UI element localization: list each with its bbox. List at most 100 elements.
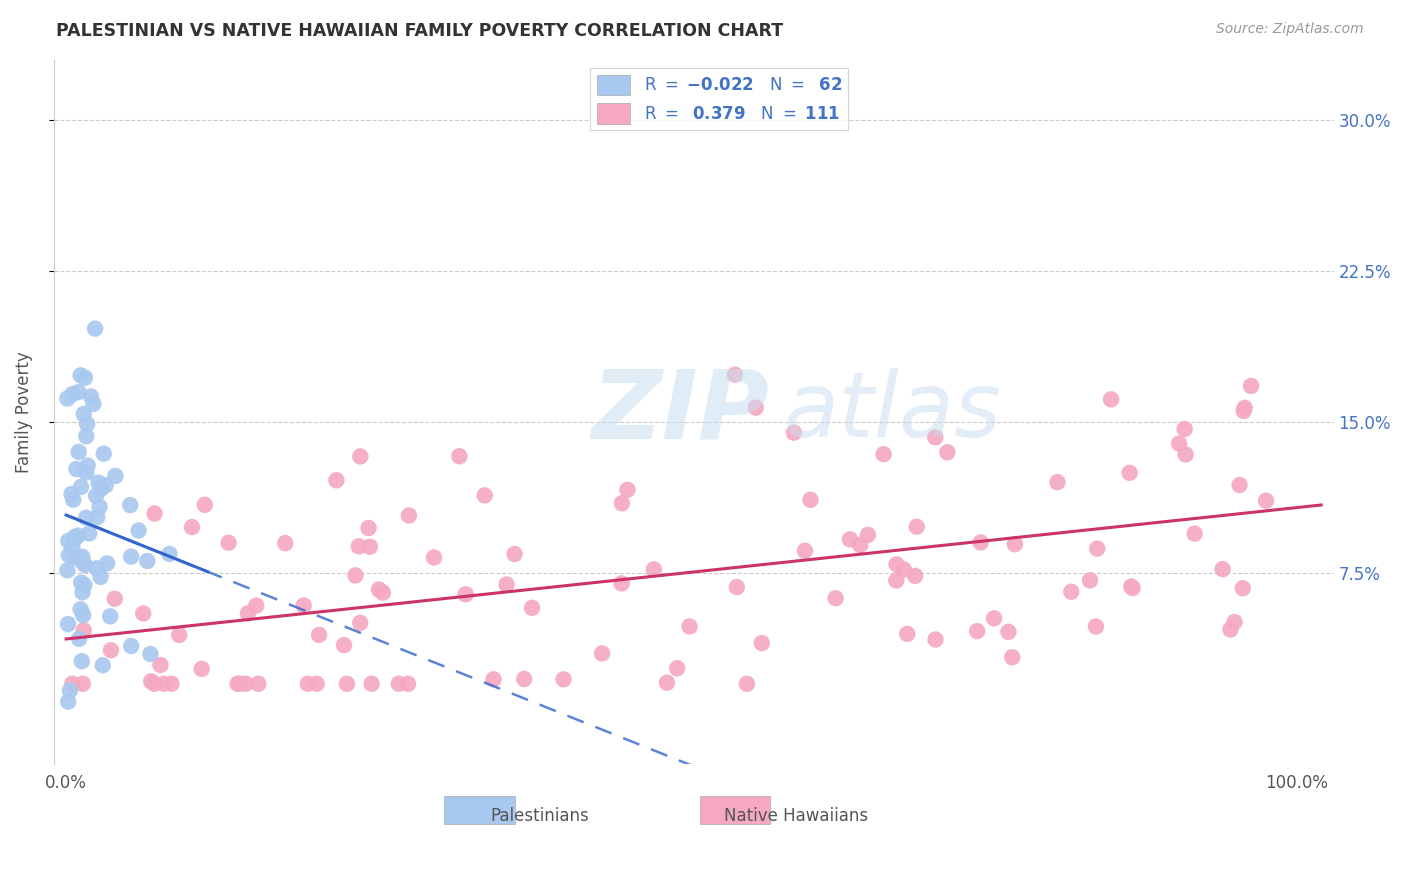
Point [76, 458, 98, 473]
Point [194, 498, 217, 512]
Point [60, 487, 83, 501]
Point [65, 550, 87, 565]
Point [966, 624, 988, 639]
Point [66, 528, 89, 542]
Point [80, 389, 103, 403]
Point [58, 533, 80, 548]
Point [856, 528, 879, 542]
Text: Native Hawaiians: Native Hawaiians [724, 806, 868, 824]
Point [1118, 466, 1140, 480]
Point [520, 600, 543, 615]
Point [149, 658, 172, 673]
Text: ZIP: ZIP [592, 366, 769, 458]
Point [90, 482, 112, 496]
Text: Source: ZipAtlas.com: Source: ZipAtlas.com [1216, 22, 1364, 37]
Point [655, 675, 678, 690]
Point [87, 475, 110, 490]
Point [423, 550, 446, 565]
Point [84, 489, 107, 503]
Point [1174, 422, 1197, 436]
Point [76, 417, 98, 431]
Point [132, 607, 155, 621]
Point [924, 632, 946, 647]
Point [120, 498, 142, 512]
Point [997, 624, 1019, 639]
Point [368, 582, 391, 597]
Point [1121, 579, 1143, 593]
Point [67, 550, 90, 565]
Point [247, 677, 270, 691]
Point [67, 385, 90, 400]
Point [235, 677, 257, 691]
Point [91, 658, 114, 673]
Point [59, 683, 82, 698]
Point [1084, 619, 1107, 633]
Y-axis label: Family Poverty: Family Poverty [15, 351, 32, 473]
Point [1254, 493, 1277, 508]
Point [160, 677, 183, 691]
Point [513, 672, 536, 686]
Point [82, 397, 104, 411]
Point [886, 558, 908, 572]
Point [1078, 574, 1101, 588]
Point [60, 541, 83, 555]
Point [292, 599, 315, 613]
Point [84, 321, 107, 335]
Point [724, 368, 747, 382]
Point [872, 447, 894, 461]
Point [904, 569, 927, 583]
Point [503, 547, 526, 561]
Point [72, 608, 94, 623]
Point [63, 532, 86, 546]
Point [228, 677, 250, 691]
Point [1184, 526, 1206, 541]
Point [1085, 541, 1108, 556]
Point [93, 447, 115, 461]
Point [141, 674, 163, 689]
Point [73, 370, 96, 384]
Point [643, 562, 665, 576]
Point [449, 449, 471, 463]
FancyBboxPatch shape [444, 796, 515, 824]
Point [336, 677, 359, 691]
Point [1233, 401, 1256, 415]
Point [666, 661, 689, 675]
Point [75, 466, 97, 480]
Point [969, 535, 991, 549]
Point [1001, 650, 1024, 665]
Point [181, 520, 204, 534]
Point [73, 407, 96, 421]
Point [297, 677, 319, 691]
Point [1229, 478, 1251, 492]
Point [77, 526, 100, 541]
Point [70, 480, 93, 494]
Point [75, 510, 97, 524]
Point [799, 492, 821, 507]
Point [333, 638, 356, 652]
Point [75, 429, 97, 443]
Point [236, 607, 259, 621]
Point [69, 368, 91, 383]
Point [325, 473, 347, 487]
Point [60, 677, 83, 691]
Point [73, 558, 96, 573]
Point [72, 549, 94, 564]
Point [610, 496, 633, 510]
Text: Palestinians: Palestinians [491, 806, 589, 824]
Point [359, 540, 381, 554]
Point [56, 563, 79, 577]
Point [1223, 615, 1246, 629]
Point [72, 555, 94, 569]
Point [63, 530, 86, 544]
Point [98, 609, 121, 624]
Point [1232, 581, 1254, 595]
Point [143, 677, 166, 691]
Point [86, 510, 108, 524]
Point [167, 628, 190, 642]
Point [70, 575, 93, 590]
Point [139, 647, 162, 661]
Point [1046, 475, 1069, 489]
Point [67, 445, 90, 459]
Point [90, 570, 112, 584]
FancyBboxPatch shape [700, 796, 770, 824]
